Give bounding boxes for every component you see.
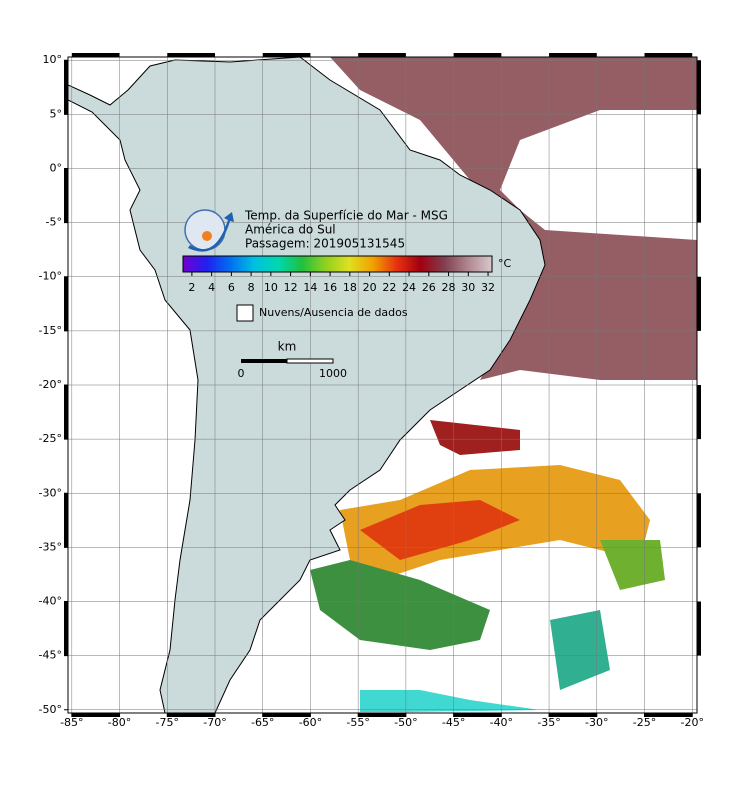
y-tick-label: -5° — [46, 216, 62, 229]
x-tick-label: -45° — [442, 716, 465, 729]
x-tick-label: -70° — [203, 716, 226, 729]
colorbar-tick-label: 28 — [442, 281, 456, 294]
sst-warm — [430, 420, 520, 455]
x-tick-label: -40° — [490, 716, 513, 729]
y-tick-label: 10° — [43, 53, 63, 66]
x-tick-label: -30° — [585, 716, 608, 729]
x-tick-label: -55° — [346, 716, 369, 729]
scale-bar — [286, 358, 334, 364]
y-tick-label: -30° — [39, 486, 62, 499]
y-tick-label: 5° — [50, 107, 63, 120]
scale-bar — [241, 359, 287, 363]
colorbar-tick-label: 14 — [303, 281, 317, 294]
legend-label: Nuvens/Ausencia de dados — [259, 306, 408, 319]
x-tick-label: -20° — [680, 716, 703, 729]
colorbar-tick-label: 30 — [461, 281, 475, 294]
colorbar-tick-label: 18 — [343, 281, 357, 294]
y-tick-label: -45° — [39, 649, 62, 662]
logo-globe — [184, 209, 226, 251]
y-tick-label: -10° — [39, 270, 62, 283]
y-tick-label: -20° — [39, 378, 62, 391]
sst-cold — [360, 690, 540, 712]
y-tick-label: 0° — [50, 161, 63, 174]
colorbar-tick-label: 22 — [382, 281, 396, 294]
x-tick-label: -80° — [108, 716, 131, 729]
y-tick-label: -25° — [39, 432, 62, 445]
y-tick-label: -35° — [39, 540, 62, 553]
x-tick-label: -85° — [60, 716, 83, 729]
y-tick-label: -50° — [39, 703, 62, 716]
pass-time: Passagem: 201905131545 — [245, 237, 405, 251]
colorbar-tick-label: 4 — [208, 281, 215, 294]
colorbar — [182, 255, 493, 273]
logo — [184, 209, 234, 252]
title: Temp. da Superfície do Mar - MSG — [244, 209, 448, 223]
colorbar-tick-label: 6 — [228, 281, 235, 294]
x-tick-label: -75° — [156, 716, 179, 729]
sst-cold — [550, 610, 610, 690]
sst-warm — [330, 57, 697, 380]
sst-cool — [600, 540, 665, 590]
colorbar-tick-label: 12 — [284, 281, 298, 294]
colorbar-tick-label: 16 — [323, 281, 337, 294]
colorbar-tick-label: 2 — [188, 281, 195, 294]
colorbar-tick-label: 26 — [422, 281, 436, 294]
sst-patches — [310, 57, 697, 712]
colorbar-unit: °C — [498, 257, 512, 270]
sst-cool — [310, 560, 490, 650]
colorbar-tick-label: 8 — [248, 281, 255, 294]
x-tick-label: -65° — [251, 716, 274, 729]
colorbar-tick-label: 20 — [363, 281, 377, 294]
subtitle: América do Sul — [245, 223, 336, 237]
colorbar-tick-label: 32 — [481, 281, 495, 294]
x-tick-label: -35° — [537, 716, 560, 729]
x-tick-label: -60° — [299, 716, 322, 729]
logo-dot — [202, 231, 212, 241]
scale-label: 1000 — [319, 367, 347, 380]
grid — [68, 57, 697, 713]
x-tick-label: -25° — [633, 716, 656, 729]
logo-arrow — [188, 212, 234, 252]
scale-unit: km — [278, 340, 297, 354]
legend-swatch — [236, 304, 254, 322]
y-tick-label: -15° — [39, 324, 62, 337]
scale-label: 0 — [238, 367, 245, 380]
colorbar-tick-label: 10 — [264, 281, 278, 294]
sst-mid — [360, 500, 520, 560]
y-tick-label: -40° — [39, 595, 62, 608]
x-tick-label: -50° — [394, 716, 417, 729]
colorbar-tick-label: 24 — [402, 281, 416, 294]
colorbar-ticks: 2 4 6 8 10 12 14 16 18 20 22 24 26 28 30 32 — [188, 272, 495, 294]
